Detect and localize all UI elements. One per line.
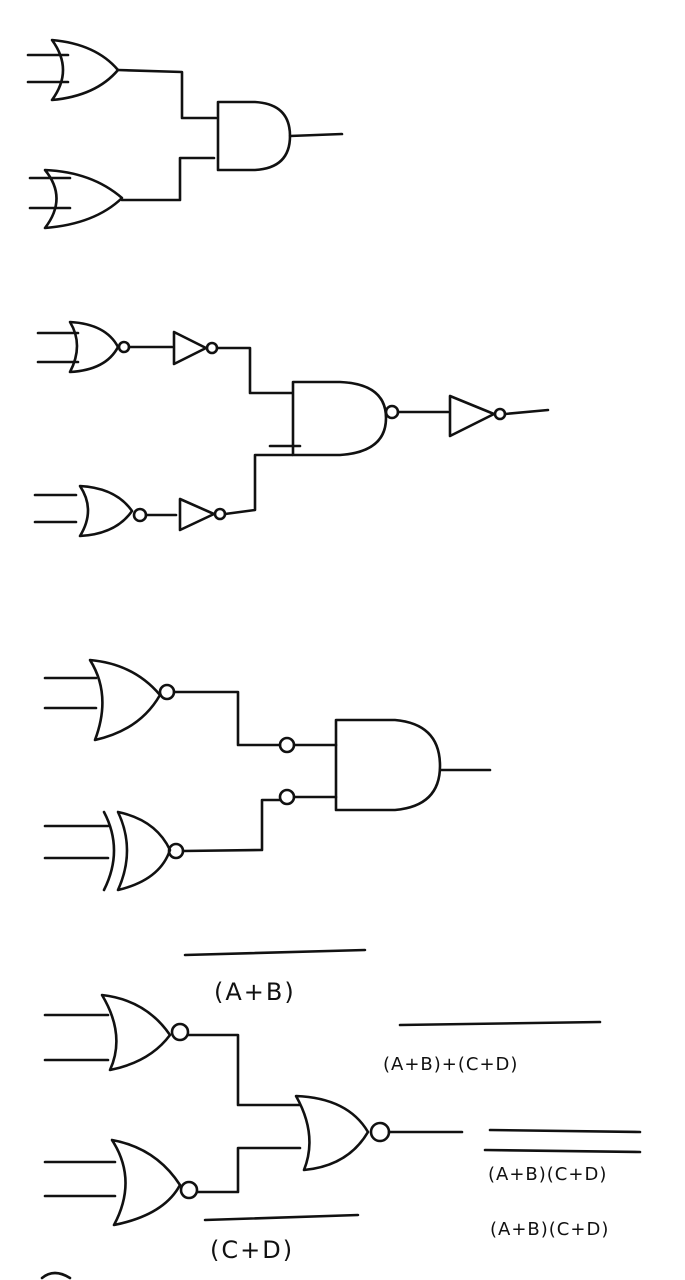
not-gate-1	[172, 330, 294, 395]
overbar-output-product-top	[488, 1128, 642, 1134]
overbar-output-sum	[398, 1020, 602, 1027]
nand-gate-1	[268, 380, 450, 457]
nor-gate-1	[43, 658, 282, 747]
circuit-2-or-not-nand-not	[33, 320, 550, 538]
overbar-output-product-bottom	[483, 1148, 642, 1154]
or-gate-2	[28, 156, 216, 230]
cropped-stroke	[40, 1271, 72, 1280]
circuit-3-nor-xnor-and	[43, 658, 492, 892]
label-nor-bottom: (C+D)	[210, 1236, 294, 1264]
circuit-4-nor-nor-nand: (A+B) (A+B)+(C+D) (A+B)(C+D) (A+B)(C+D) …	[43, 948, 642, 1264]
or-gate-3	[36, 320, 174, 374]
and-gate-1	[216, 100, 344, 172]
circuit-1-or-or-and	[26, 38, 344, 230]
xnor-gate-1	[43, 798, 282, 892]
not-gate-3	[448, 394, 550, 438]
not-gate-2	[178, 453, 294, 532]
nand-gate-2	[294, 1094, 464, 1172]
overbar-nor-bottom	[203, 1213, 360, 1222]
or-gate-4	[33, 484, 178, 538]
label-nor-top: (A+B)	[214, 978, 296, 1006]
nor-gate-3	[43, 1138, 302, 1227]
or-gate-1	[26, 38, 218, 120]
nor-gate-2	[43, 993, 302, 1107]
label-output-sum: (A+B)+(C+D)	[383, 1054, 518, 1075]
label-output-product-bar: (A+B)(C+D)	[488, 1164, 607, 1185]
and-gate-2	[278, 718, 492, 812]
overbar-nor-top	[183, 948, 367, 957]
label-output-product: (A+B)(C+D)	[490, 1219, 609, 1240]
